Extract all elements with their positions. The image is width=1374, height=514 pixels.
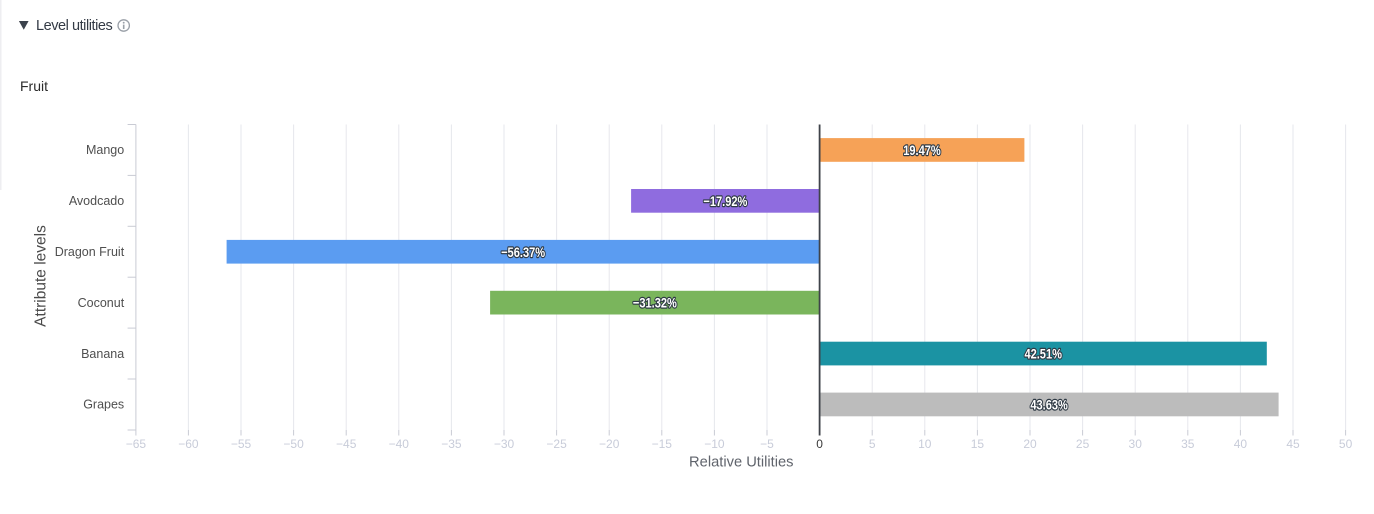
svg-text:−30: −30 bbox=[494, 437, 515, 451]
svg-text:10: 10 bbox=[918, 437, 932, 451]
svg-text:5: 5 bbox=[869, 437, 876, 451]
svg-text:−17.92%: −17.92% bbox=[703, 193, 747, 209]
svg-text:−45: −45 bbox=[336, 437, 357, 451]
svg-text:20: 20 bbox=[1023, 437, 1037, 451]
svg-text:−65: −65 bbox=[126, 437, 147, 451]
svg-text:0: 0 bbox=[816, 437, 823, 451]
svg-text:−5: −5 bbox=[760, 437, 774, 451]
svg-text:Level utilities: Level utilities bbox=[36, 18, 112, 34]
svg-text:−55: −55 bbox=[231, 437, 252, 451]
svg-text:19.47%: 19.47% bbox=[903, 142, 941, 158]
svg-text:Dragon Fruit: Dragon Fruit bbox=[55, 245, 125, 259]
svg-text:50: 50 bbox=[1339, 437, 1353, 451]
svg-text:Grapes: Grapes bbox=[83, 398, 124, 412]
svg-text:15: 15 bbox=[971, 437, 985, 451]
svg-text:Mango: Mango bbox=[86, 143, 124, 157]
svg-text:−35: −35 bbox=[441, 437, 462, 451]
svg-text:45: 45 bbox=[1286, 437, 1300, 451]
svg-text:35: 35 bbox=[1181, 437, 1195, 451]
svg-text:42.51%: 42.51% bbox=[1024, 346, 1062, 362]
svg-text:40: 40 bbox=[1234, 437, 1248, 451]
svg-text:−56.37%: −56.37% bbox=[501, 244, 545, 260]
svg-text:43.63%: 43.63% bbox=[1030, 397, 1068, 413]
svg-text:−20: −20 bbox=[599, 437, 620, 451]
svg-text:−15: −15 bbox=[652, 437, 673, 451]
svg-text:30: 30 bbox=[1129, 437, 1143, 451]
svg-text:Avodcado: Avodcado bbox=[69, 194, 124, 208]
svg-text:Relative Utilities: Relative Utilities bbox=[689, 455, 793, 471]
svg-text:−25: −25 bbox=[546, 437, 567, 451]
svg-text:Fruit: Fruit bbox=[20, 78, 48, 94]
svg-text:−10: −10 bbox=[704, 437, 725, 451]
svg-text:−31.32%: −31.32% bbox=[633, 295, 677, 311]
svg-text:Attribute levels: Attribute levels bbox=[33, 225, 50, 327]
svg-text:25: 25 bbox=[1076, 437, 1090, 451]
svg-text:Coconut: Coconut bbox=[78, 296, 125, 310]
svg-text:−50: −50 bbox=[283, 437, 304, 451]
svg-text:Banana: Banana bbox=[81, 347, 124, 361]
svg-text:−40: −40 bbox=[389, 437, 410, 451]
svg-text:−60: −60 bbox=[178, 437, 199, 451]
